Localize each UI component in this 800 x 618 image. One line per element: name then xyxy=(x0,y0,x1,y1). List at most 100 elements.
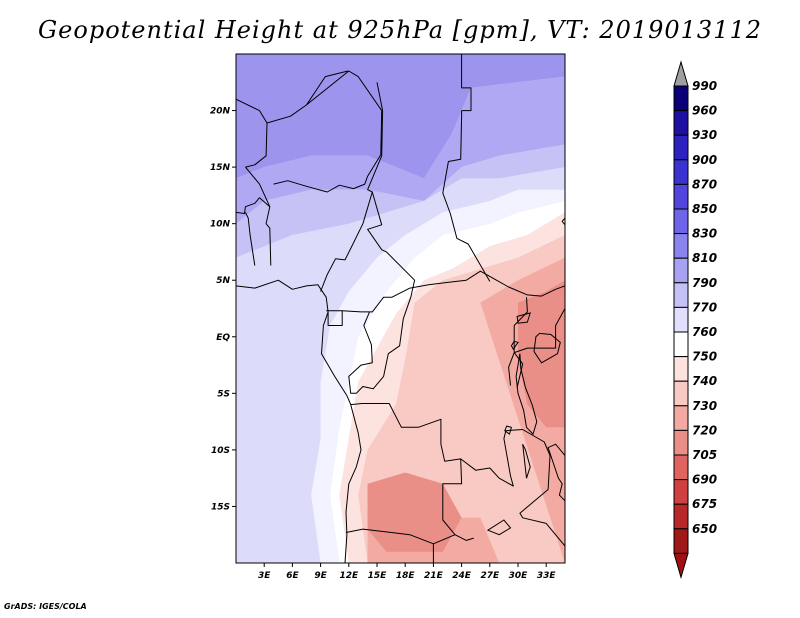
colorbar-swatch-850 xyxy=(673,208,689,235)
country-border xyxy=(348,297,412,394)
colorbar-swatch-930 xyxy=(673,134,689,161)
x-tick-label: 18E xyxy=(396,571,416,581)
y-tick-label: EQ xyxy=(216,333,230,343)
colorbar-swatch-730 xyxy=(673,405,689,431)
x-tick-label: 12E xyxy=(339,571,359,581)
colorbar-label-720: 720 xyxy=(692,423,717,437)
lake-outline xyxy=(516,312,531,324)
x-tick-label: 21E xyxy=(424,571,444,581)
colorbar-label-690: 690 xyxy=(692,473,717,487)
colorbar-swatch-650 xyxy=(673,528,689,554)
lake-outline xyxy=(486,519,512,536)
lake-outline xyxy=(522,443,531,479)
country-border xyxy=(461,54,472,112)
colorbar-label-650: 650 xyxy=(692,522,717,536)
contour-region-720 xyxy=(518,280,565,428)
colorbar-label-730: 730 xyxy=(692,399,717,413)
colorbar: 990 960 930 900 870 850 830 810 790 770 760 750 740 7… xyxy=(673,60,717,580)
country-borders xyxy=(236,54,565,563)
contour-region-770 xyxy=(311,189,565,563)
colorbar-bottom-arrow xyxy=(673,552,689,580)
x-tick-label: 30E xyxy=(509,571,529,581)
country-border xyxy=(306,70,349,106)
x-tick-label: 6E xyxy=(286,571,299,581)
colorbar-swatch-740 xyxy=(673,380,689,407)
x-tick-label: 3E xyxy=(258,571,271,581)
contour-region-760 xyxy=(330,201,565,563)
colorbar-label-870: 870 xyxy=(692,177,717,191)
colorbar-swatch-760 xyxy=(673,331,689,358)
colorbar-swatch-720 xyxy=(673,429,689,456)
colorbar-swatch-960 xyxy=(673,110,689,136)
colorbar-label-850: 850 xyxy=(692,202,717,216)
y-tick-label: 20N xyxy=(210,107,231,117)
colorbar-label-750: 750 xyxy=(692,350,717,364)
colorbar-swatch-770 xyxy=(673,306,689,333)
country-border xyxy=(442,110,491,282)
colorbar-label-740: 740 xyxy=(692,374,717,388)
colorbar-label-790: 790 xyxy=(692,276,717,290)
country-border xyxy=(350,403,474,541)
colorbar-label-810: 810 xyxy=(692,251,717,265)
contour-region-720 xyxy=(367,472,462,552)
colorbar-label-830: 830 xyxy=(692,227,717,241)
colorbar-label-675: 675 xyxy=(692,497,717,511)
country-border xyxy=(244,212,256,266)
y-tick-label: 10S xyxy=(211,446,230,456)
x-tick-label: 27E xyxy=(480,571,500,581)
country-border xyxy=(327,310,343,326)
country-border xyxy=(519,429,565,547)
longitude-axis: 3E 6E 9E 12E 15E 18E 21E 24E 27E 30E 33E xyxy=(258,563,556,581)
colorbar-swatch-900 xyxy=(673,159,689,185)
country-border xyxy=(320,191,373,292)
y-tick-label: 5S xyxy=(217,389,230,399)
y-tick-label: 15S xyxy=(211,502,230,512)
country-border xyxy=(245,166,271,207)
colorbar-swatch-790 xyxy=(673,282,689,308)
y-tick-label: 15N xyxy=(210,163,231,173)
country-border xyxy=(236,197,272,266)
colorbar-label-770: 770 xyxy=(692,300,717,314)
country-border xyxy=(460,429,523,487)
lake-outline xyxy=(547,443,565,502)
country-border xyxy=(236,279,362,563)
country-border xyxy=(514,308,565,354)
colorbar-swatch-830 xyxy=(673,233,689,259)
colorbar-swatch-690 xyxy=(673,479,689,505)
x-tick-label: 9E xyxy=(314,571,327,581)
colorbar-swatch-705 xyxy=(673,454,689,481)
lake-outline xyxy=(510,340,519,351)
contour-region-830 xyxy=(236,76,565,224)
contour-region-790 xyxy=(236,167,565,563)
country-border xyxy=(236,98,268,124)
colorbar-swatch-810 xyxy=(673,257,689,284)
colorbar-label-990: 990 xyxy=(692,79,717,93)
country-border xyxy=(513,352,524,388)
lake-outline xyxy=(533,332,561,364)
y-tick-label: 5N xyxy=(216,276,230,286)
country-border xyxy=(345,528,456,545)
colorbar-swatch-870 xyxy=(673,183,689,210)
colorbar-label-705: 705 xyxy=(692,448,717,462)
colorbar-swatch-990 xyxy=(673,85,689,112)
map-frame xyxy=(235,53,566,564)
colorbar-label-900: 900 xyxy=(692,153,717,167)
height-contour-fills xyxy=(236,54,565,563)
colorbar-label-930: 930 xyxy=(692,128,717,142)
country-border xyxy=(326,270,565,313)
contour-region-730 xyxy=(367,257,565,563)
contour-region-810 xyxy=(236,144,565,258)
colorbar-swatch-675 xyxy=(673,503,689,530)
colorbar-label-960: 960 xyxy=(692,104,717,118)
colorbar-swatch-750 xyxy=(673,356,689,382)
contour-region-850 xyxy=(236,54,565,179)
colorbar-label-760: 760 xyxy=(692,325,717,339)
x-tick-label: 33E xyxy=(537,571,557,581)
lake-outline xyxy=(515,353,538,436)
grads-credit: GrADS: IGES/COLA xyxy=(4,602,87,611)
map-title: Geopotential Height at 925hPa [gpm], VT:… xyxy=(38,16,762,44)
country-border xyxy=(367,82,416,298)
colorbar-top-arrow xyxy=(673,60,689,87)
latitude-axis: 20N 15N 10N 5N EQ 5S 10S 15S xyxy=(210,107,236,512)
